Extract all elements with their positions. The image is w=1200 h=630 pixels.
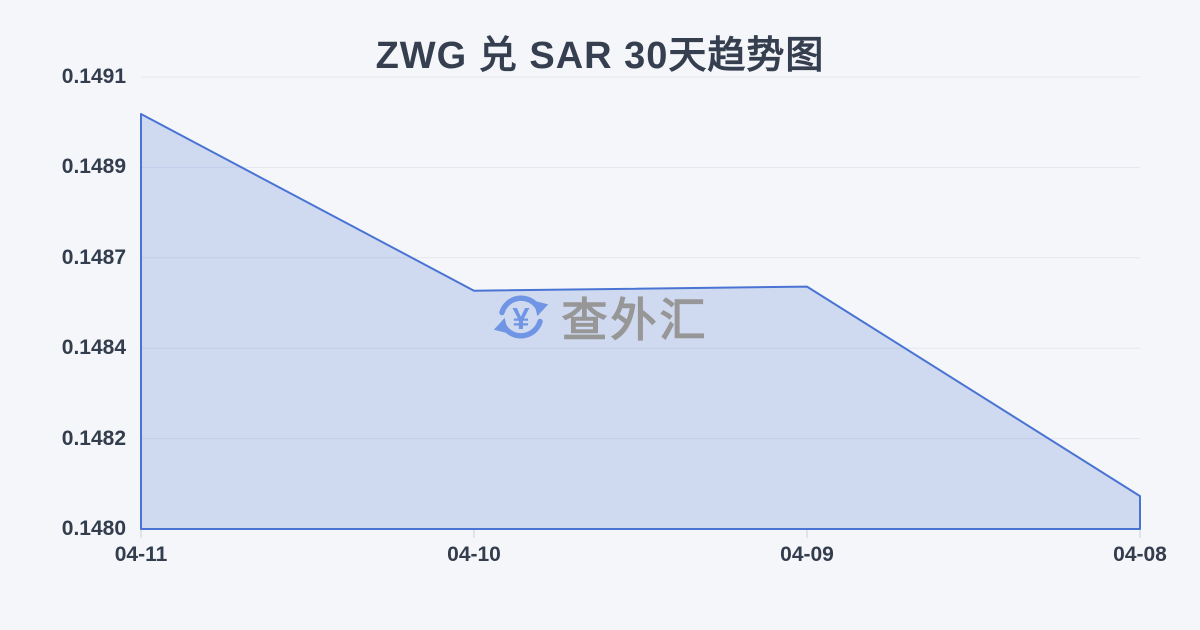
y-tick-label: 0.1487 xyxy=(61,246,126,269)
y-tick-label: 0.1491 xyxy=(61,65,126,88)
y-tick-label: 0.1480 xyxy=(61,517,126,540)
y-axis-labels: 0.1491 0.1489 0.1487 0.1484 0.1482 0.148… xyxy=(0,0,126,630)
x-tick-label: 04-08 xyxy=(1113,543,1167,566)
x-tick-label: 04-09 xyxy=(780,543,834,566)
y-tick-label: 0.1484 xyxy=(61,336,126,359)
chart-title: ZWG 兑 SAR 30天趋势图 xyxy=(375,35,825,77)
x-tick-label: 04-10 xyxy=(447,543,501,566)
x-tick-label: 04-11 xyxy=(114,543,168,566)
y-tick-label: 0.1482 xyxy=(61,427,126,450)
y-tick-label: 0.1489 xyxy=(61,155,126,178)
